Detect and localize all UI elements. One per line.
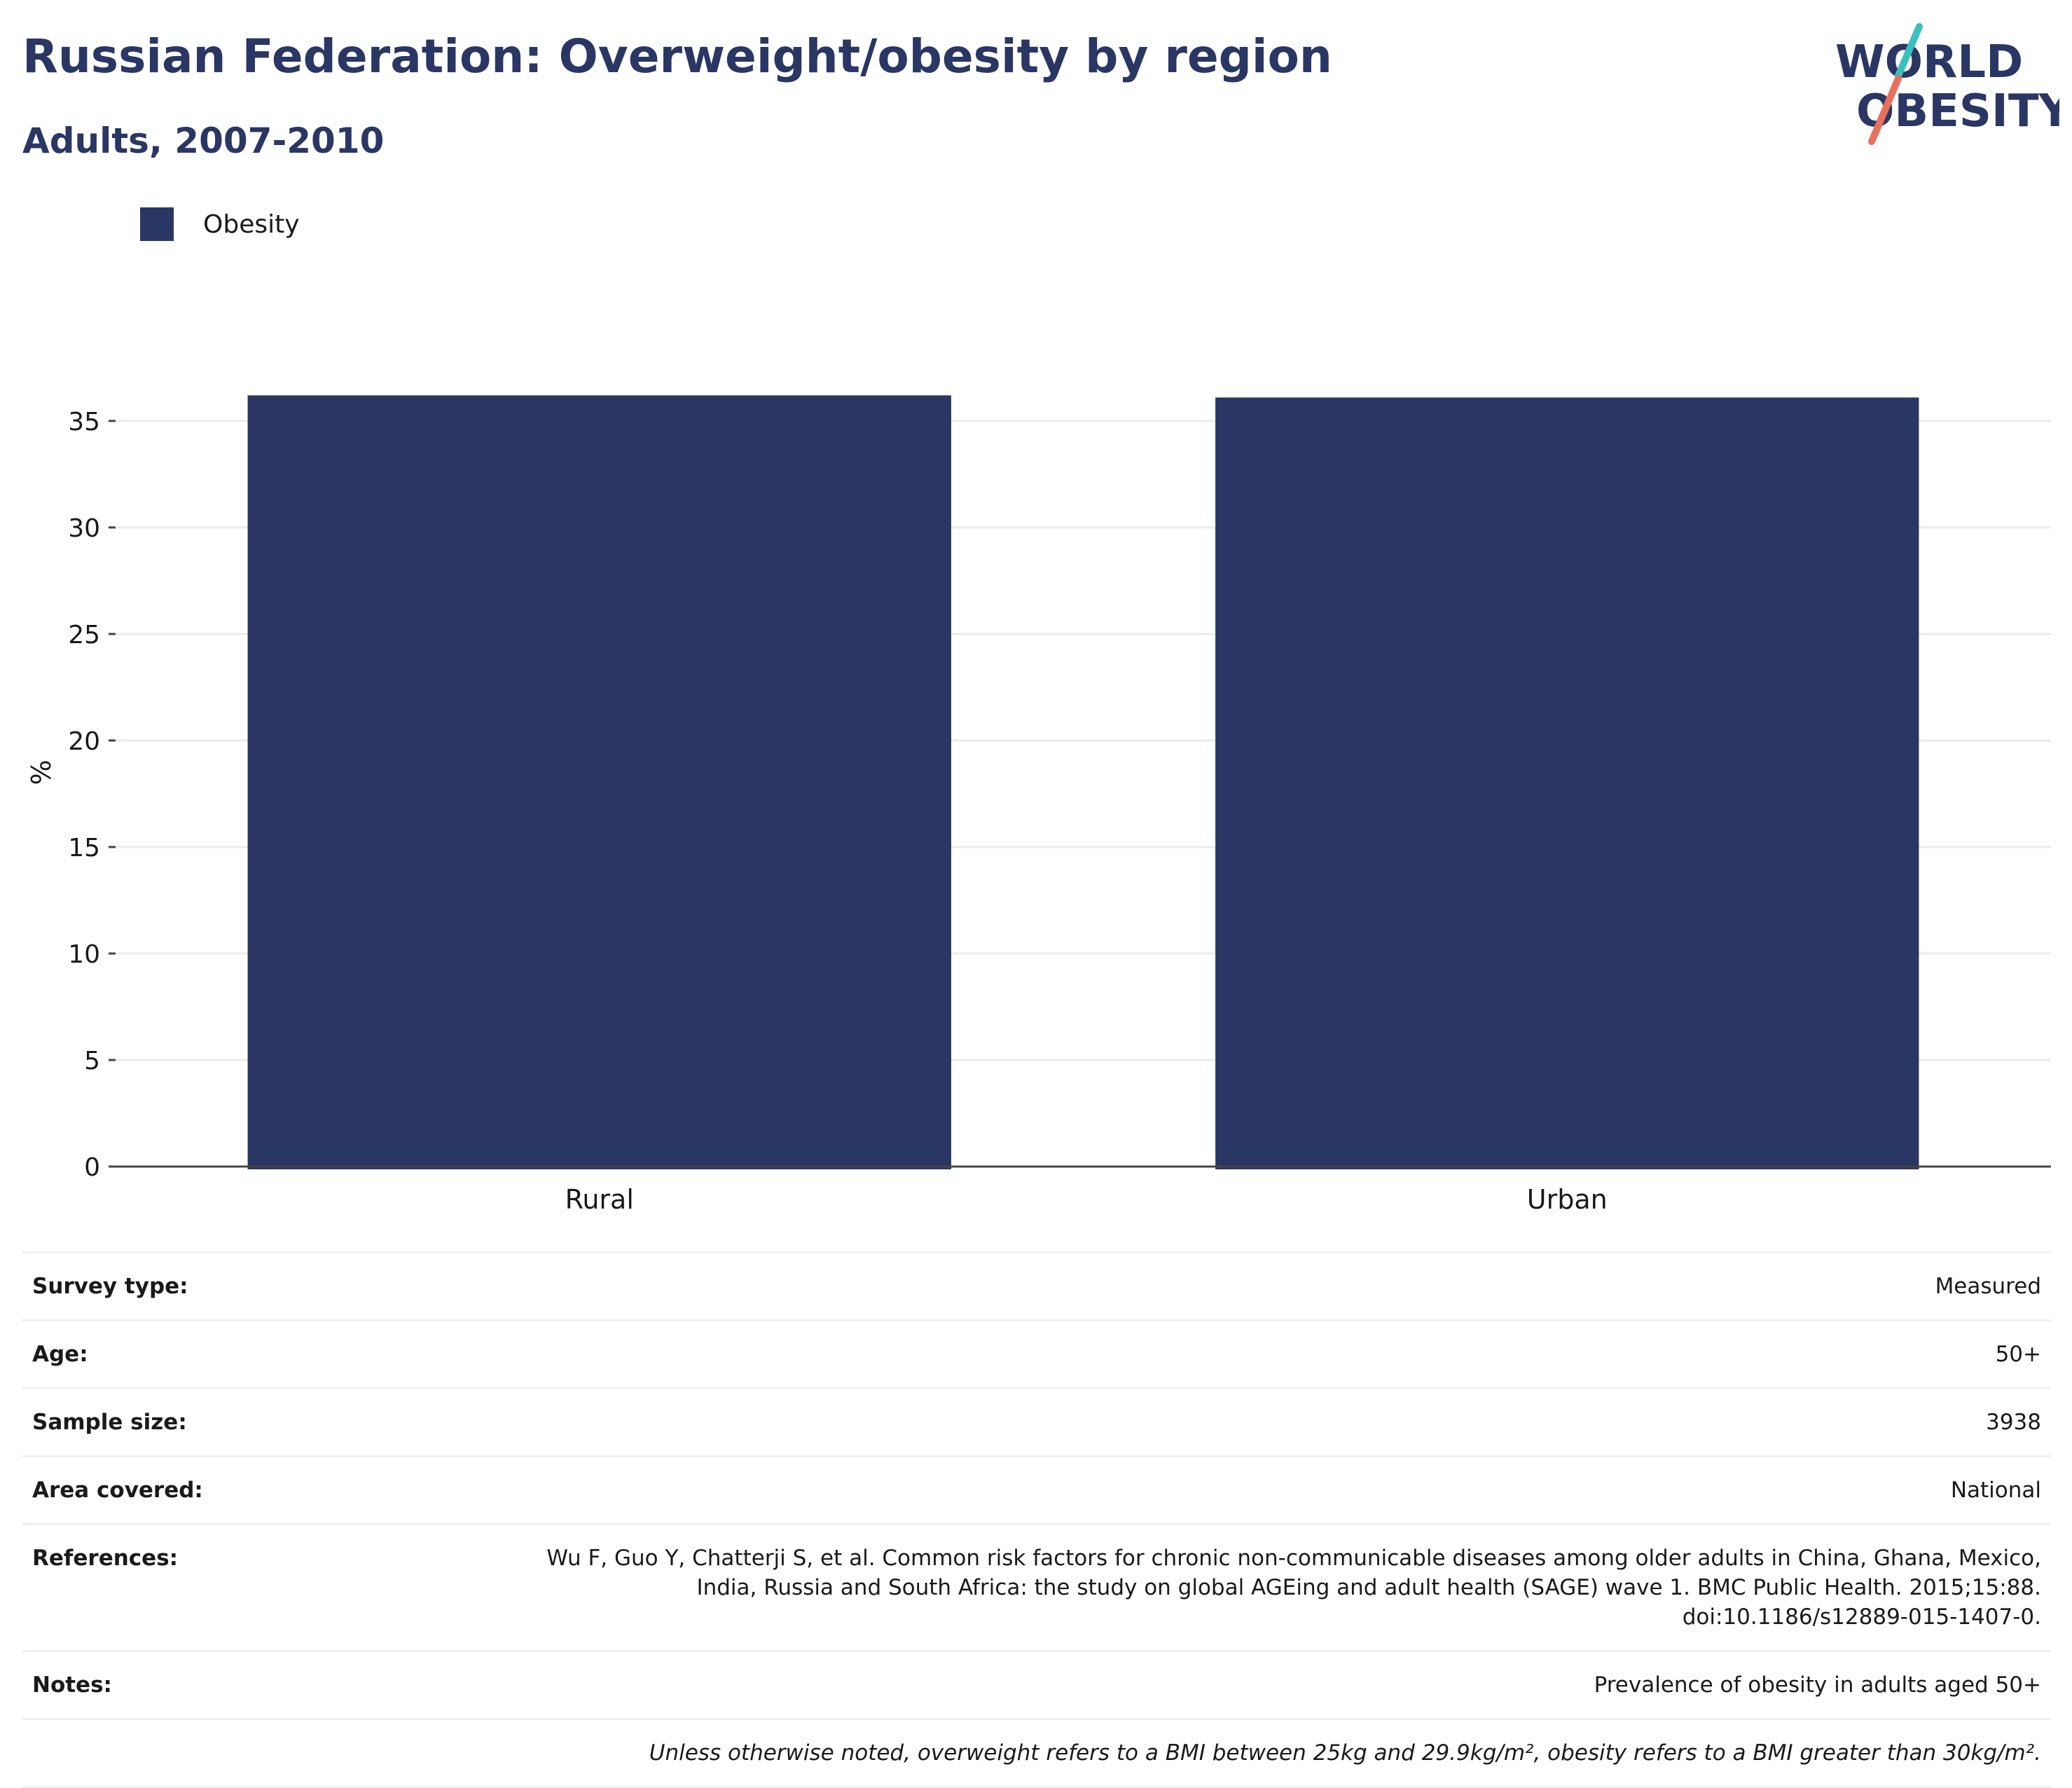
- bar-chart: 0 5 10 15 20 25 30 35 Rural Urban%: [26, 395, 2051, 1215]
- info-row: Area covered: National: [22, 1455, 2051, 1525]
- info-key: Sample size:: [22, 1387, 532, 1457]
- ytick-label-35: 35: [68, 408, 100, 436]
- logo-slash-coral: [1868, 75, 1902, 145]
- ytick-label-0: 0: [84, 1153, 100, 1182]
- bars: [247, 395, 1919, 1169]
- info-key: Survey type:: [22, 1251, 532, 1321]
- legend[interactable]: Obesity: [140, 207, 300, 241]
- footnote-row: Unless otherwise noted, overweight refer…: [22, 1718, 2051, 1788]
- xtick-label-rural: Rural: [565, 1184, 634, 1215]
- info-value: Measured: [532, 1251, 2051, 1321]
- bar-urban: [1215, 397, 1919, 1169]
- info-row: Survey type: Measured: [22, 1251, 2051, 1321]
- bar-rural: [247, 395, 951, 1169]
- logo-slash-teal: [1895, 23, 1923, 79]
- ytick-label-30: 30: [68, 514, 100, 543]
- info-row: Notes: Prevalence of obesity in adults ag…: [22, 1650, 2051, 1719]
- info-key: References:: [22, 1523, 532, 1651]
- chart-title: Russian Federation: Overweight/obesity b…: [22, 29, 1332, 83]
- info-key: Notes:: [22, 1650, 532, 1719]
- footnote: Unless otherwise noted, overweight refer…: [22, 1718, 2051, 1788]
- axes: 0 5 10 15 20 25 30 35 Rural Urban%: [26, 408, 2051, 1215]
- ytick-label-5: 5: [84, 1047, 100, 1075]
- info-value: Wu F, Guo Y, Chatterji S, et al. Common …: [532, 1523, 2051, 1651]
- info-key: Area covered:: [22, 1455, 532, 1525]
- xtick-label-urban: Urban: [1527, 1184, 1608, 1215]
- info-value: National: [532, 1455, 2051, 1525]
- info-row: Sample size: 3938: [22, 1387, 2051, 1457]
- ytick-label-25: 25: [68, 621, 100, 649]
- info-row: Age: 50+: [22, 1319, 2051, 1389]
- ytick-label-15: 15: [68, 834, 100, 862]
- info-value: 3938: [532, 1387, 2051, 1457]
- legend-label-obesity: Obesity: [203, 209, 300, 239]
- chart-subtitle: Adults, 2007-2010: [22, 121, 385, 161]
- ytick-label-20: 20: [68, 727, 100, 756]
- y-axis-title: %: [26, 759, 57, 785]
- logo-line1: WORLD: [1835, 36, 2023, 88]
- info-row: References: Wu F, Guo Y, Chatterji S, et …: [22, 1523, 2051, 1651]
- info-value: Prevalence of obesity in adults aged 50+: [532, 1650, 2051, 1719]
- legend-swatch-obesity: [140, 207, 174, 241]
- ytick-label-10: 10: [68, 940, 100, 969]
- world-obesity-logo: WORLD OBESITY: [1835, 23, 2059, 145]
- info-value: 50+: [532, 1319, 2051, 1389]
- info-key: Age:: [22, 1319, 532, 1389]
- survey-info-table: Survey type: Measured Age: 50+ Sample size: 3…: [22, 1251, 2051, 1788]
